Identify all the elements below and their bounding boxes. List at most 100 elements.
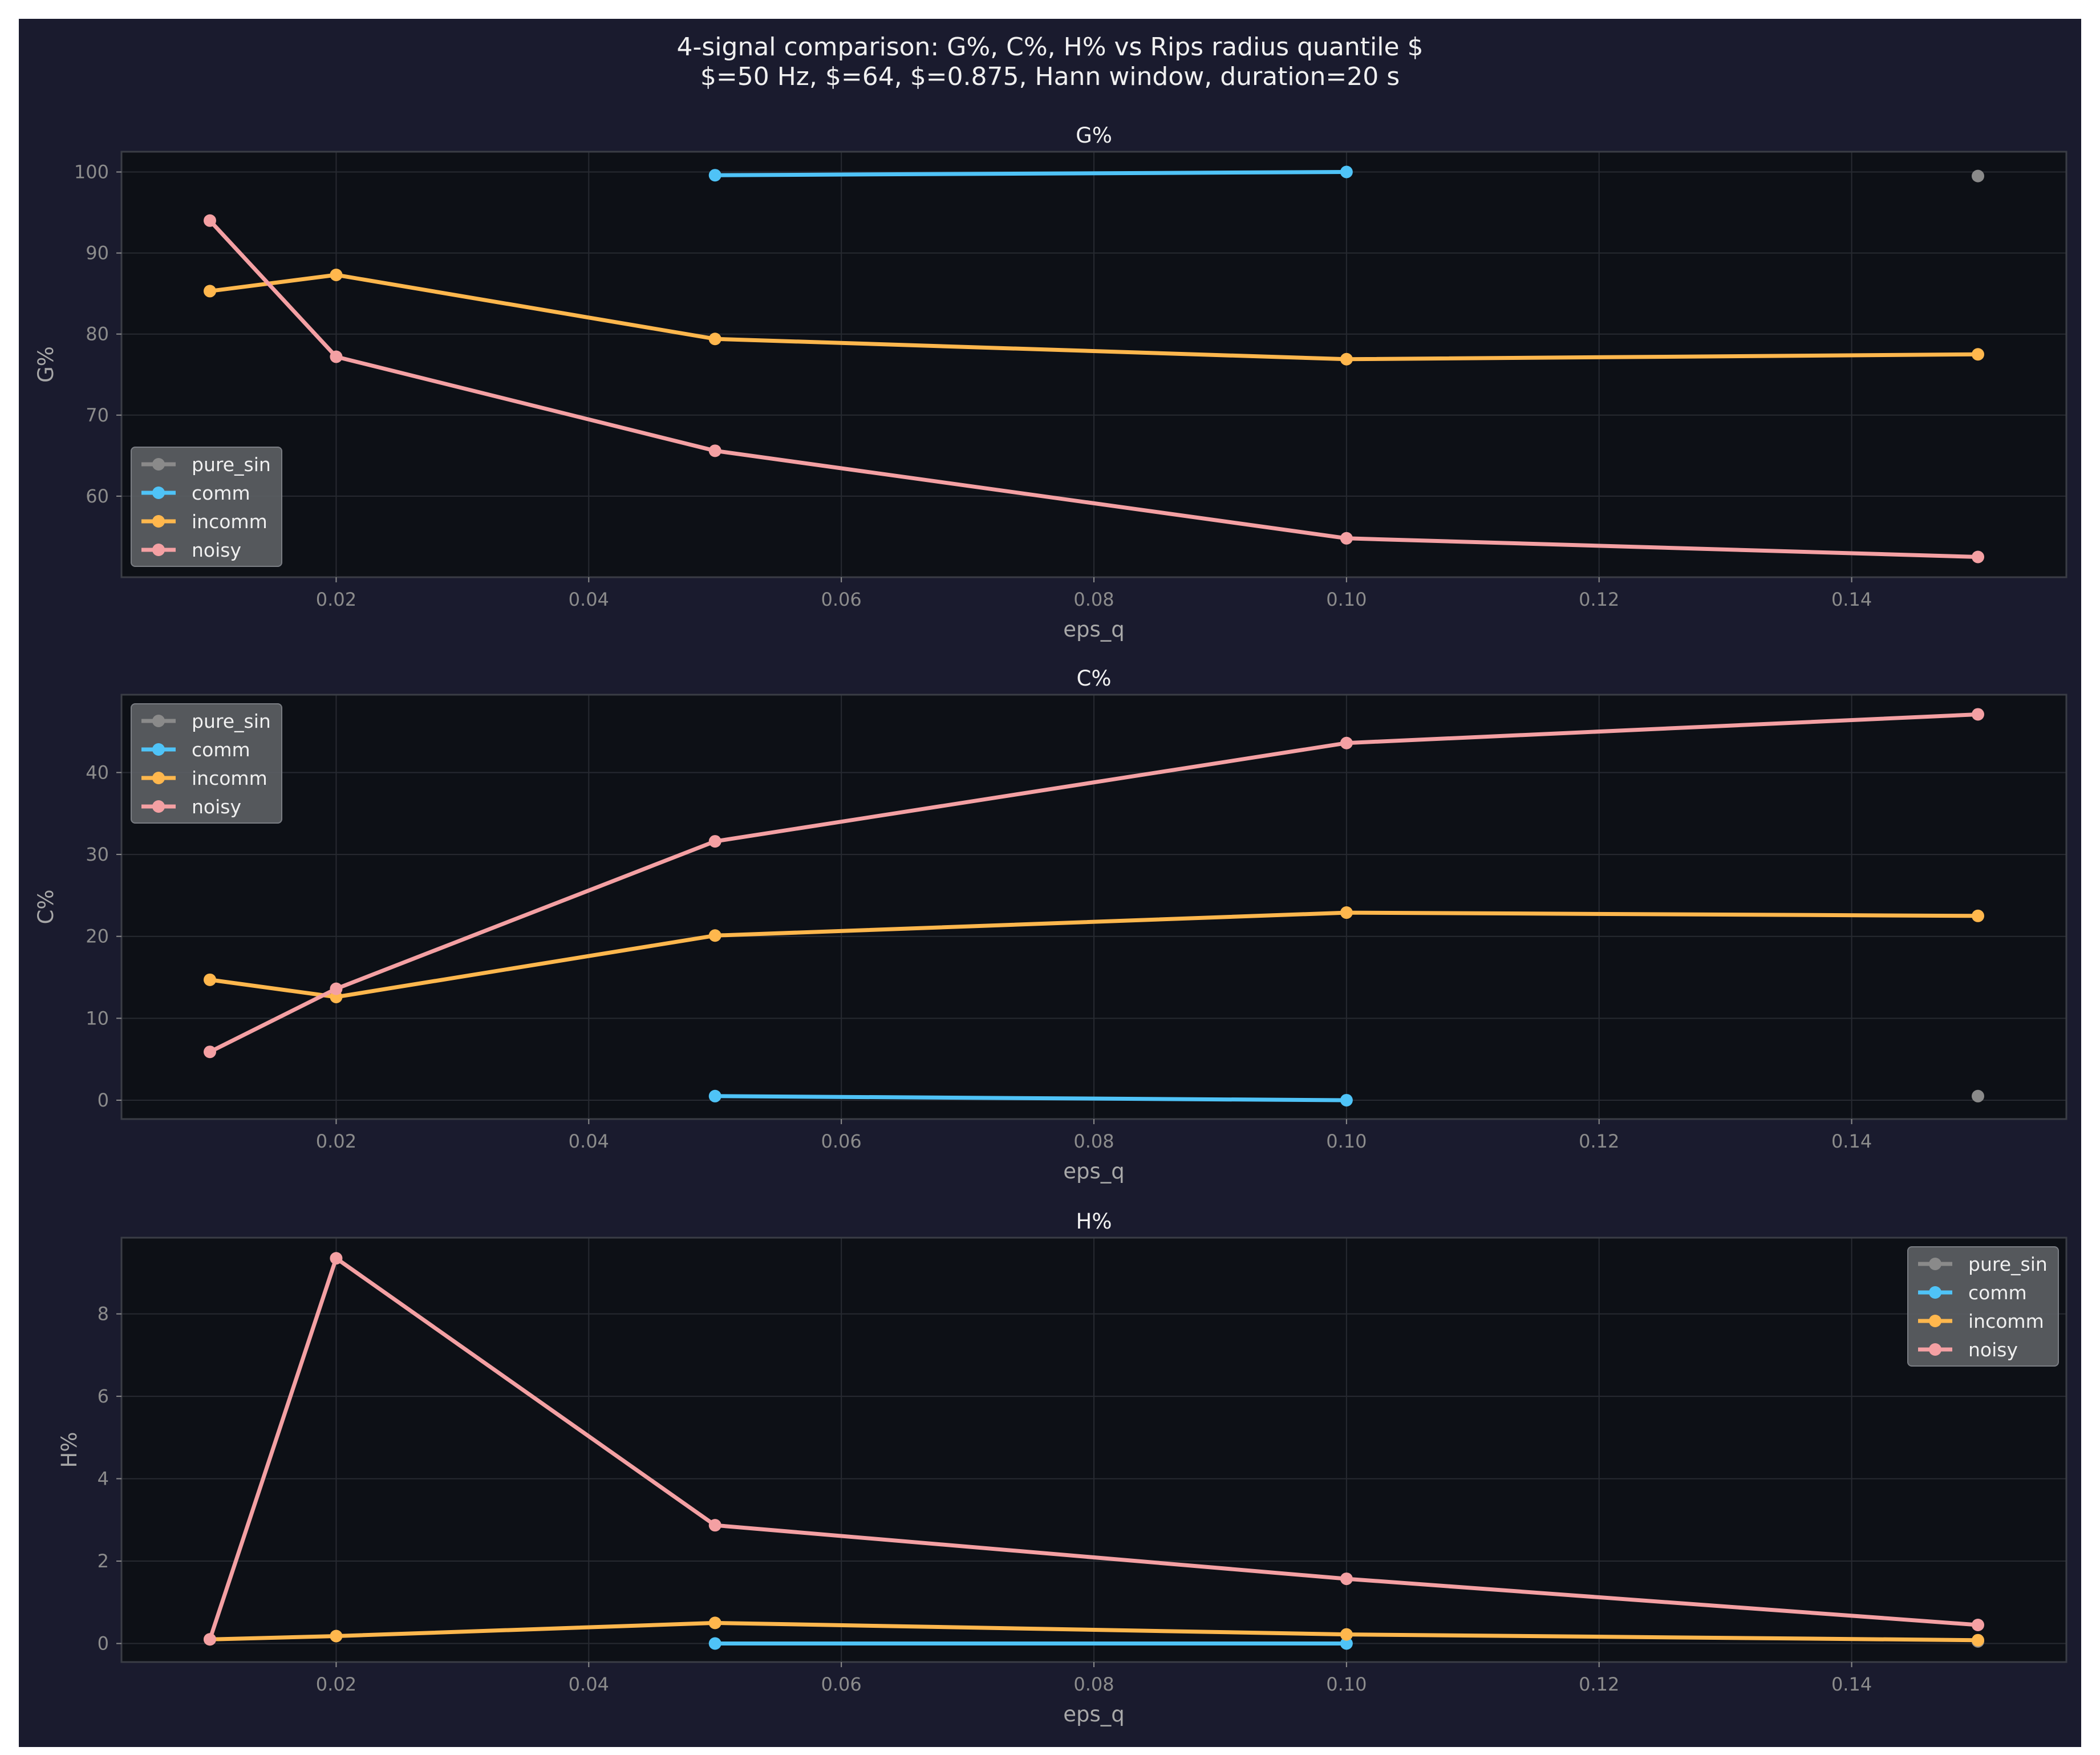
data-point-noisy xyxy=(204,1045,216,1059)
data-point-incomm xyxy=(1340,906,1353,919)
panel-3: 0.02 0.04 0.06 0.08 0.10 0.12 0.14 0 2 4 6 8 H% eps_q… xyxy=(57,1209,2067,1726)
y-tick-label: 10 xyxy=(86,1007,109,1029)
figure-title-line-1: 4-signal comparison: G%, C%, H% vs Rips … xyxy=(677,33,1424,62)
series-pure_sin xyxy=(1972,1089,1984,1103)
legend-label-comm: comm xyxy=(192,739,250,761)
y-tick-label: 2 xyxy=(98,1550,109,1572)
legend-swatch-marker xyxy=(1929,1258,1941,1270)
data-point-pure_sin xyxy=(1972,1089,1984,1103)
data-point-noisy xyxy=(330,1252,343,1265)
data-point-noisy xyxy=(708,444,721,457)
panel-title: H% xyxy=(1076,1209,1112,1234)
data-point-incomm xyxy=(204,285,216,298)
x-tick-label: 0.04 xyxy=(569,1130,609,1152)
data-point-comm xyxy=(708,1637,721,1650)
x-axis-label: eps_q xyxy=(1063,1159,1125,1183)
data-point-comm xyxy=(1340,1093,1353,1106)
legend-label-noisy: noisy xyxy=(192,796,241,818)
x-tick-label: 0.06 xyxy=(821,589,862,610)
y-tick-label: 6 xyxy=(98,1385,109,1407)
x-axis-label: eps_q xyxy=(1063,617,1125,642)
x-tick-label: 0.06 xyxy=(821,1130,862,1152)
legend-swatch-marker xyxy=(152,487,165,499)
x-tick-label: 0.08 xyxy=(1073,1130,1114,1152)
legend-swatch-marker xyxy=(1929,1343,1941,1356)
legend-swatch-marker xyxy=(152,715,165,727)
panel-title: C% xyxy=(1077,666,1112,691)
data-point-incomm xyxy=(330,268,343,281)
legend-label-noisy: noisy xyxy=(192,539,241,561)
y-tick-label: 90 xyxy=(86,242,109,264)
data-point-comm xyxy=(1340,1637,1353,1650)
y-tick-label: 100 xyxy=(74,161,109,183)
x-tick-label: 0.12 xyxy=(1579,589,1619,610)
x-tick-label: 0.02 xyxy=(316,589,356,610)
series-comm xyxy=(708,1089,1353,1106)
panel-1: 0.02 0.04 0.06 0.08 0.10 0.12 0.14 60 70 80 90 100 G… xyxy=(34,123,2067,642)
data-point-incomm xyxy=(1972,1634,1984,1647)
data-point-noisy xyxy=(204,214,216,227)
legend-swatch-marker xyxy=(152,515,165,528)
series-comm xyxy=(708,165,1353,182)
y-tick-label: 4 xyxy=(98,1468,109,1490)
data-point-comm xyxy=(1340,165,1353,179)
legend-label-incomm: incomm xyxy=(192,767,267,789)
data-point-noisy xyxy=(1340,736,1353,749)
data-point-incomm xyxy=(1972,348,1984,361)
x-tick-label: 0.10 xyxy=(1326,1673,1367,1695)
data-point-incomm xyxy=(708,333,721,346)
x-tick-label: 0.04 xyxy=(569,589,609,610)
legend-box xyxy=(1907,1246,2059,1367)
data-point-noisy xyxy=(708,1519,721,1532)
x-tick-label: 0.14 xyxy=(1831,589,1872,610)
data-point-incomm xyxy=(708,1616,721,1630)
data-point-incomm xyxy=(204,973,216,986)
data-point-incomm xyxy=(330,1630,343,1643)
data-point-noisy xyxy=(708,835,721,848)
data-point-incomm xyxy=(1340,352,1353,366)
panel-2: 0.02 0.04 0.06 0.08 0.10 0.12 0.14 0 10 20 30 40 C% e… xyxy=(34,666,2067,1183)
legend-swatch-marker xyxy=(152,544,165,556)
series-noisy xyxy=(204,708,1984,1059)
data-point-noisy xyxy=(1972,708,1984,721)
legend-label-comm: comm xyxy=(192,482,250,504)
data-point-incomm xyxy=(1972,909,1984,922)
y-tick-label: 0 xyxy=(98,1089,109,1111)
data-point-noisy xyxy=(204,1633,216,1646)
x-tick-label: 0.08 xyxy=(1073,1673,1114,1695)
legend-swatch-marker xyxy=(152,743,165,756)
data-point-noisy xyxy=(1340,532,1353,545)
legend-label-pure_sin: pure_sin xyxy=(192,710,271,732)
legend-label-incomm: incomm xyxy=(1968,1310,2044,1332)
legend-swatch-marker xyxy=(152,800,165,813)
panels: 0.02 0.04 0.06 0.08 0.10 0.12 0.1460708090100G… xyxy=(34,123,2067,1726)
legend-box xyxy=(131,447,282,567)
y-tick-label: 70 xyxy=(86,404,109,426)
series-line-comm xyxy=(713,170,1349,177)
legend-label-comm: comm xyxy=(1968,1282,2027,1304)
y-tick-label: 8 xyxy=(98,1303,109,1325)
x-tick-label: 0.14 xyxy=(1831,1130,1872,1152)
data-point-comm xyxy=(708,1089,721,1103)
x-tick-label: 0.12 xyxy=(1579,1130,1619,1152)
data-point-incomm xyxy=(708,929,721,942)
series-noisy xyxy=(204,1252,1984,1646)
data-point-noisy xyxy=(1340,1572,1353,1586)
x-tick-label: 0.10 xyxy=(1326,1130,1367,1152)
panel-title: G% xyxy=(1076,123,1112,148)
y-axis-label: G% xyxy=(34,346,58,383)
legend-swatch-marker xyxy=(1929,1286,1941,1299)
legend-swatch-marker xyxy=(152,772,165,784)
series-pure_sin xyxy=(1972,169,1984,183)
legend-box xyxy=(131,703,282,824)
series-comm xyxy=(708,1637,1353,1650)
x-tick-label: 0.02 xyxy=(316,1673,356,1695)
legend-swatch-marker xyxy=(152,458,165,471)
legend-label-pure_sin: pure_sin xyxy=(1968,1253,2048,1275)
y-tick-label: 0 xyxy=(98,1632,109,1654)
data-point-noisy xyxy=(1972,1618,1984,1631)
legend-label-pure_sin: pure_sin xyxy=(192,453,271,476)
